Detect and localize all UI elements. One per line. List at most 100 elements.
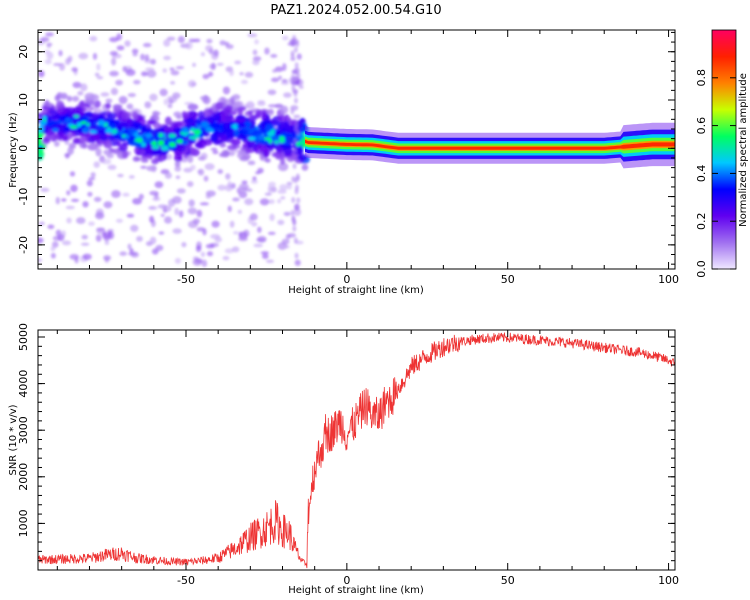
spectral-noise-blob bbox=[127, 243, 132, 250]
spectral-ghost-blob bbox=[292, 34, 297, 41]
spectral-noise-blob bbox=[160, 213, 165, 217]
spectral-noise-blob bbox=[249, 213, 258, 221]
spectral-cloud-blob bbox=[62, 134, 69, 142]
snr-y-ticks: 1000 2000 3000 4000 5000 bbox=[17, 323, 675, 571]
spectral-noise-blob bbox=[149, 93, 158, 102]
snr-x-ticks: -50 0 50 100 bbox=[56, 330, 679, 587]
spectral-noise-blob bbox=[115, 79, 123, 86]
spectral-cloud-blob bbox=[235, 115, 246, 120]
spectral-noise-blob bbox=[205, 45, 214, 52]
spectral-noise-blob bbox=[69, 171, 76, 177]
spectral-noise-blob bbox=[93, 161, 100, 168]
spectral-ghost-blob bbox=[293, 46, 298, 53]
spectral-noise-blob bbox=[82, 253, 92, 260]
spectral-peak-blob bbox=[182, 131, 188, 136]
spectral-noise-blob bbox=[38, 70, 45, 78]
spectral-ghost-blob bbox=[294, 68, 299, 75]
spectral-cloud-blob bbox=[223, 108, 232, 115]
spectral-peak-blob bbox=[80, 121, 86, 125]
spectral-cloud-blob bbox=[247, 110, 254, 116]
spectral-ghost-blob bbox=[293, 75, 298, 82]
spectral-ghost-blob bbox=[294, 62, 299, 69]
spectral-noise-blob bbox=[55, 196, 61, 205]
spectral-cloud-blob bbox=[252, 146, 258, 152]
spectral-noise-blob bbox=[61, 198, 67, 202]
spectral-cloud-blob bbox=[297, 153, 308, 162]
spectral-cloud-blob bbox=[87, 100, 96, 106]
spectral-peak-blob bbox=[168, 133, 177, 139]
spectral-noise-blob bbox=[58, 50, 63, 57]
spectral-noise-blob bbox=[66, 190, 71, 196]
spectral-cloud-blob bbox=[209, 133, 219, 143]
spectral-noise-blob bbox=[293, 114, 301, 119]
spectral-noise-blob bbox=[262, 253, 269, 259]
spectral-noise-blob bbox=[239, 183, 249, 191]
spectral-noise-blob bbox=[103, 234, 110, 242]
spectral-peak-blob bbox=[160, 145, 169, 151]
spectral-noise-blob bbox=[238, 231, 243, 238]
spectral-noise-blob bbox=[122, 192, 130, 197]
colorbar-gradient bbox=[712, 30, 736, 269]
spectral-ghost-blob bbox=[293, 137, 298, 144]
spectral-cloud-blob bbox=[133, 121, 143, 129]
spectral-noise-blob bbox=[265, 259, 275, 263]
spectral-peak-blob bbox=[169, 137, 174, 142]
spectral-cloud-blob bbox=[274, 103, 284, 109]
spectral-noise-blob bbox=[188, 38, 196, 43]
spectral-noise-blob bbox=[224, 248, 234, 254]
x-tick-label: 100 bbox=[658, 574, 679, 587]
spectral-noise-blob bbox=[192, 62, 197, 68]
spectral-noise-blob bbox=[88, 221, 95, 226]
spectral-peak-blob bbox=[51, 128, 59, 132]
spectral-noise-blob bbox=[187, 207, 198, 215]
spectral-noise-blob bbox=[51, 241, 59, 248]
spectral-noise-blob bbox=[64, 139, 70, 145]
spectral-peak-blob bbox=[263, 137, 272, 141]
spectral-noise-blob bbox=[94, 72, 100, 77]
spectral-noise-blob bbox=[252, 49, 258, 56]
spectral-peak-blob bbox=[149, 136, 155, 142]
colorbar-frame bbox=[711, 29, 737, 270]
spectral-noise-blob bbox=[203, 175, 209, 182]
spectral-peak-blob bbox=[89, 130, 97, 134]
spectral-noise-blob bbox=[50, 252, 56, 259]
x-tick-label: 0 bbox=[343, 574, 350, 587]
spectral-noise-blob bbox=[270, 77, 280, 83]
spectral-ghost-blob bbox=[294, 184, 299, 191]
spectral-peak-blob bbox=[158, 132, 164, 138]
spectral-ghost-blob bbox=[290, 209, 295, 216]
spectral-noise-blob bbox=[251, 221, 258, 227]
spectral-noise-blob bbox=[131, 48, 139, 54]
spectral-noise-blob bbox=[219, 40, 226, 46]
spectral-cloud-blob bbox=[283, 147, 293, 155]
spectral-cloud-blob bbox=[105, 102, 112, 109]
spectral-noise-blob bbox=[244, 198, 254, 206]
spectral-cloud-blob bbox=[239, 156, 250, 162]
spectral-noise-blob bbox=[253, 243, 264, 248]
spectral-cloud-blob bbox=[38, 134, 42, 142]
x-tick-label: 0 bbox=[343, 273, 350, 286]
spectral-peak-blob bbox=[76, 122, 82, 128]
spectral-noise-blob bbox=[93, 196, 102, 202]
spectral-noise-blob bbox=[277, 189, 287, 194]
spectral-cloud-blob bbox=[159, 127, 165, 133]
spectral-noise-blob bbox=[40, 36, 50, 42]
spectral-noise-blob bbox=[100, 92, 110, 97]
spectral-noise-blob bbox=[140, 165, 147, 169]
spectral-noise-blob bbox=[211, 52, 219, 60]
spectral-noise-blob bbox=[163, 55, 172, 61]
spectral-cloud-blob bbox=[261, 110, 267, 119]
spectral-peak-blob bbox=[188, 135, 194, 140]
spectral-noise-blob bbox=[280, 196, 286, 200]
spectral-noise-blob bbox=[190, 82, 197, 87]
spectral-cloud-blob bbox=[126, 117, 133, 125]
spectral-noise-blob bbox=[270, 186, 277, 193]
spectral-noise-blob bbox=[247, 33, 258, 38]
spectral-noise-blob bbox=[267, 89, 277, 96]
spectrogram-x-axis-label: Height of straight line (km) bbox=[288, 285, 424, 296]
spectral-noise-blob bbox=[285, 233, 291, 240]
spectral-cloud-blob bbox=[141, 126, 147, 134]
y-tick-label: 3000 bbox=[17, 416, 30, 444]
spectral-cloud-blob bbox=[146, 165, 157, 172]
